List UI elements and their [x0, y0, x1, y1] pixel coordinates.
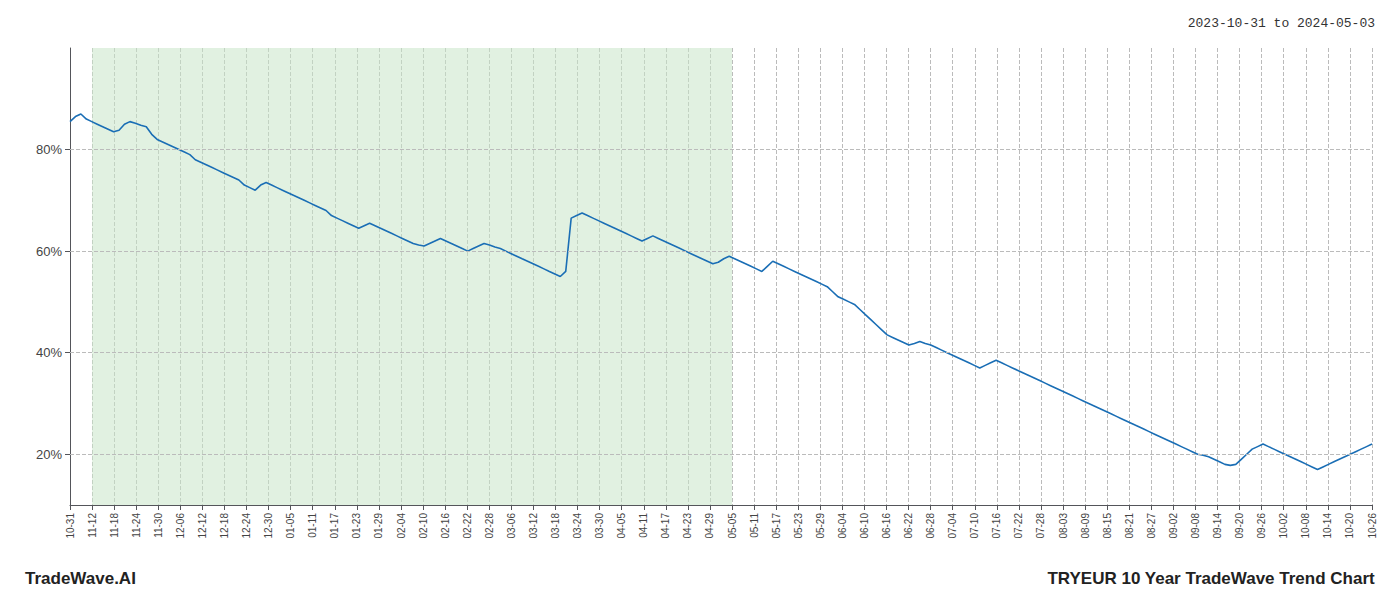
svg-text:40%: 40%: [36, 345, 62, 360]
svg-text:08-03: 08-03: [1058, 513, 1069, 539]
svg-text:12-18: 12-18: [219, 513, 230, 539]
svg-text:02-28: 02-28: [484, 513, 495, 539]
svg-text:07-22: 07-22: [1013, 513, 1024, 539]
svg-text:12-06: 12-06: [175, 513, 186, 539]
svg-text:04-11: 04-11: [638, 513, 649, 538]
svg-text:02-16: 02-16: [440, 513, 451, 539]
svg-text:03-06: 03-06: [506, 513, 517, 539]
svg-text:08-09: 08-09: [1080, 513, 1091, 539]
svg-text:10-02: 10-02: [1278, 513, 1289, 539]
svg-text:07-10: 07-10: [969, 513, 980, 539]
svg-text:01-29: 01-29: [373, 513, 384, 539]
svg-text:09-08: 09-08: [1190, 513, 1201, 539]
svg-text:12-30: 12-30: [263, 513, 274, 539]
svg-text:12-12: 12-12: [197, 513, 208, 539]
svg-text:03-24: 03-24: [572, 513, 583, 539]
svg-text:TradeWave.AI: TradeWave.AI: [25, 569, 136, 588]
svg-text:10-08: 10-08: [1300, 513, 1311, 539]
svg-text:01-17: 01-17: [329, 513, 340, 539]
svg-text:07-16: 07-16: [991, 513, 1002, 539]
svg-text:07-04: 07-04: [947, 513, 958, 539]
svg-text:20%: 20%: [36, 447, 62, 462]
svg-text:03-12: 03-12: [528, 513, 539, 539]
svg-text:04-17: 04-17: [660, 513, 671, 539]
svg-text:06-10: 06-10: [859, 513, 870, 539]
svg-text:08-21: 08-21: [1124, 513, 1135, 539]
svg-text:01-11: 01-11: [307, 513, 318, 538]
svg-text:05-29: 05-29: [815, 513, 826, 539]
svg-text:04-05: 04-05: [616, 513, 627, 539]
svg-text:80%: 80%: [36, 142, 62, 157]
svg-text:11-18: 11-18: [109, 513, 120, 538]
svg-text:06-16: 06-16: [881, 513, 892, 539]
svg-text:08-15: 08-15: [1102, 513, 1113, 539]
svg-text:05-11: 05-11: [749, 513, 760, 538]
svg-text:11-30: 11-30: [153, 513, 164, 538]
svg-text:TRYEUR 10 Year TradeWave Trend: TRYEUR 10 Year TradeWave Trend Chart: [1047, 569, 1375, 588]
svg-text:09-14: 09-14: [1212, 513, 1223, 539]
svg-text:10-20: 10-20: [1344, 513, 1355, 539]
svg-text:11-12: 11-12: [87, 513, 98, 538]
svg-text:02-10: 02-10: [418, 513, 429, 539]
svg-text:10-31: 10-31: [65, 513, 76, 539]
svg-text:04-29: 04-29: [704, 513, 715, 539]
svg-text:08-27: 08-27: [1146, 513, 1157, 539]
svg-text:02-22: 02-22: [462, 513, 473, 539]
svg-text:03-30: 03-30: [594, 513, 605, 539]
svg-text:09-20: 09-20: [1234, 513, 1245, 539]
svg-text:09-26: 09-26: [1256, 513, 1267, 539]
svg-text:01-05: 01-05: [285, 513, 296, 539]
svg-text:12-24: 12-24: [241, 513, 252, 539]
svg-text:10-14: 10-14: [1322, 513, 1333, 539]
svg-text:09-02: 09-02: [1168, 513, 1179, 539]
svg-text:06-28: 06-28: [925, 513, 936, 539]
svg-text:02-04: 02-04: [396, 513, 407, 539]
svg-text:2023-10-31 to 2024-05-03: 2023-10-31 to 2024-05-03: [1188, 16, 1375, 31]
svg-text:60%: 60%: [36, 244, 62, 259]
svg-text:11-24: 11-24: [131, 513, 142, 538]
svg-text:04-23: 04-23: [682, 513, 693, 539]
svg-text:07-28: 07-28: [1035, 513, 1046, 539]
svg-text:05-05: 05-05: [727, 513, 738, 539]
svg-text:01-23: 01-23: [351, 513, 362, 539]
svg-text:06-04: 06-04: [837, 513, 848, 539]
svg-text:05-23: 05-23: [793, 513, 804, 539]
svg-text:06-22: 06-22: [903, 513, 914, 539]
svg-text:10-26: 10-26: [1367, 513, 1378, 539]
svg-text:05-17: 05-17: [771, 513, 782, 539]
svg-text:03-18: 03-18: [550, 513, 561, 539]
